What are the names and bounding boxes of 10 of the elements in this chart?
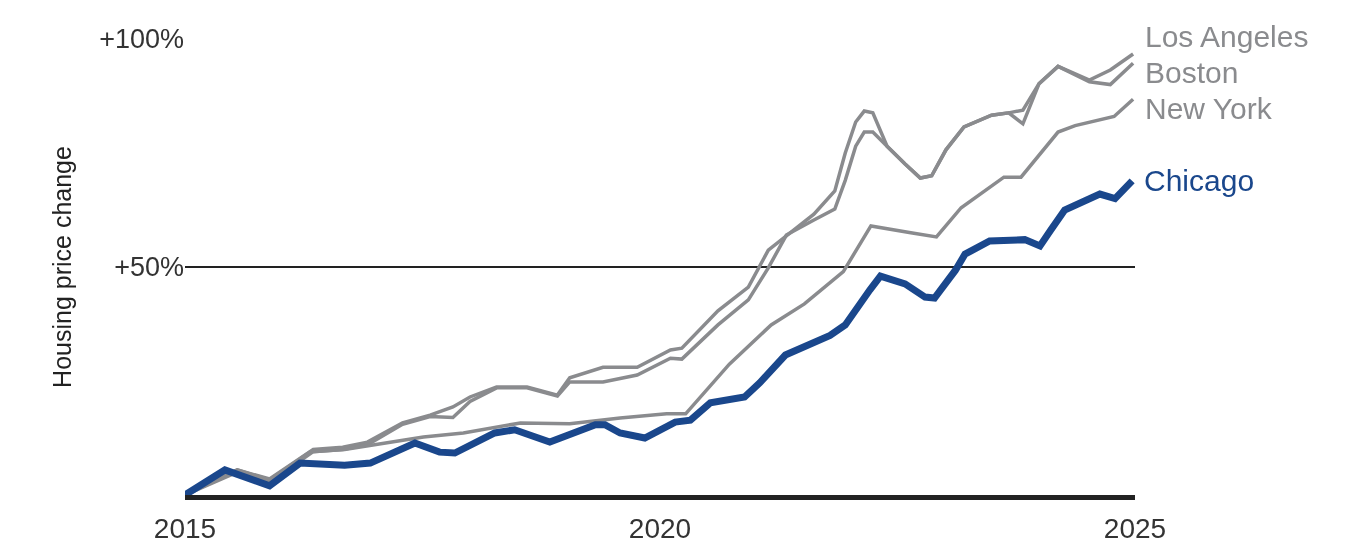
x-tick-label: 2020	[628, 512, 692, 539]
y-tick-label: +100%	[99, 24, 184, 55]
x-tick-label: 2025	[1103, 512, 1167, 539]
x-tick-label: 2015	[153, 512, 217, 539]
series-label: New York	[1145, 92, 1273, 125]
series-label: Los Angeles	[1145, 20, 1309, 53]
y-tick-label: +50%	[114, 252, 184, 283]
y-axis-title: Housing price change	[47, 146, 76, 388]
series-label: Chicago	[1144, 164, 1255, 197]
series-label: Boston	[1145, 56, 1239, 89]
